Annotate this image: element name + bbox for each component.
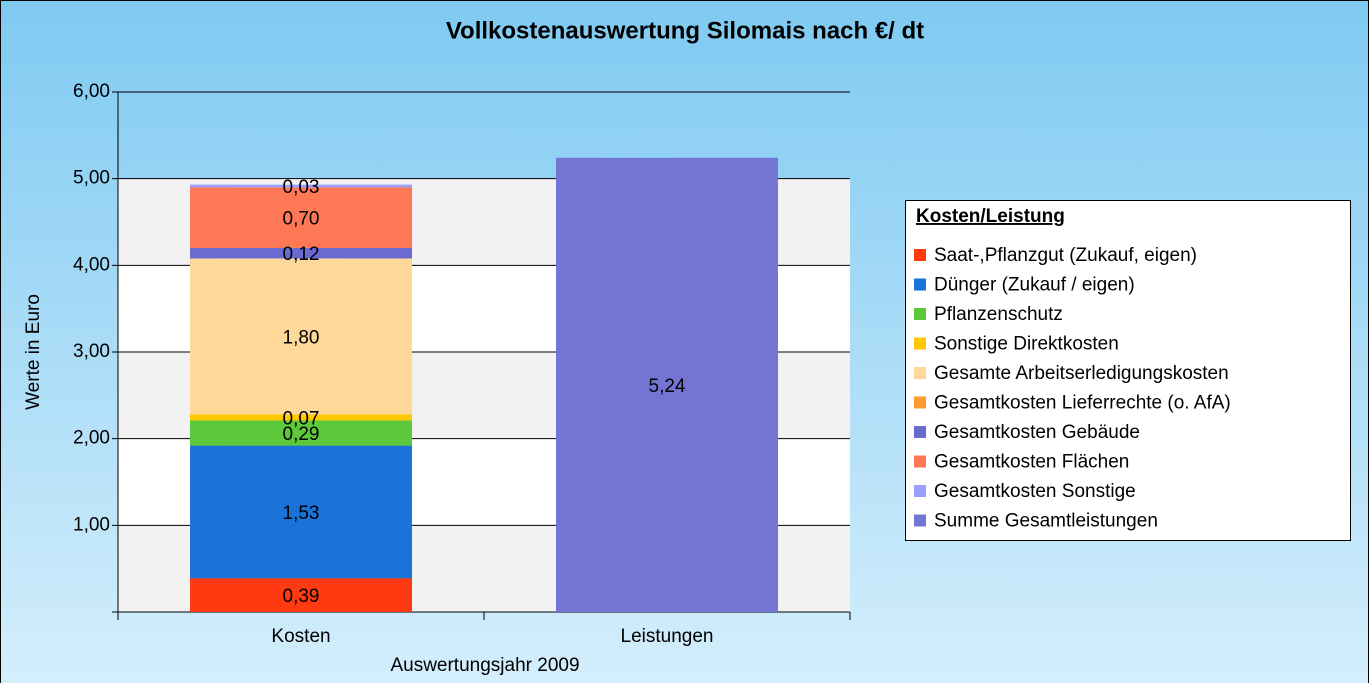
legend-swatch <box>914 308 926 320</box>
legend-swatch <box>914 278 926 291</box>
legend-swatch <box>914 396 926 409</box>
legend-swatch <box>914 249 926 261</box>
legend-label: Pflanzenschutz <box>934 304 1063 325</box>
legend-label: Gesamte Arbeitserledigungskosten <box>934 363 1229 384</box>
data-label: 1,53 <box>283 503 320 524</box>
y-tick-label: 4,00 <box>73 254 110 275</box>
y-axis-label: Werte in Euro <box>23 294 44 410</box>
data-label: 5,24 <box>649 376 686 397</box>
legend-label: Gesamtkosten Sonstige <box>934 481 1136 502</box>
x-axis-label: Auswertungsjahr 2009 <box>390 655 579 676</box>
data-label: 0,12 <box>283 244 320 265</box>
bar-shine <box>190 420 412 446</box>
legend-swatch <box>914 455 926 468</box>
legend-title: Kosten/Leistung <box>916 206 1065 227</box>
legend-label: Gesamtkosten Lieferrechte (o. AfA) <box>934 393 1231 414</box>
bar-shine <box>190 578 412 612</box>
data-label: 0,29 <box>283 424 320 445</box>
legend-swatch <box>914 426 926 438</box>
chart-title: Vollkostenauswertung Silomais nach €/ dt <box>446 17 924 44</box>
y-tick-label: 1,00 <box>73 514 110 535</box>
legend-swatch <box>914 485 926 497</box>
legend-label: Gesamtkosten Flächen <box>934 452 1129 473</box>
legend-label: Dünger (Zukauf / eigen) <box>934 275 1135 296</box>
legend-label: Gesamtkosten Gebäude <box>934 422 1140 443</box>
data-label: 0,03 <box>283 177 320 198</box>
y-tick-label: 2,00 <box>73 428 110 449</box>
legend-swatch <box>914 337 926 350</box>
legend-label: Saat-,Pflanzgut (Zukauf, eigen) <box>934 245 1197 266</box>
bar-shine <box>190 445 412 579</box>
y-tick-label: 5,00 <box>73 168 110 189</box>
data-label: 0,07 <box>283 408 320 429</box>
legend-label: Summe Gesamtleistungen <box>934 511 1158 532</box>
data-label: 0,39 <box>283 586 320 607</box>
x-tick-label: Leistungen <box>621 626 714 647</box>
bar-shine <box>190 414 412 421</box>
data-label: 1,80 <box>283 327 320 348</box>
bar-shine <box>190 258 412 415</box>
legend-swatch <box>914 367 926 379</box>
legend-label: Sonstige Direktkosten <box>934 334 1119 355</box>
bar-shine <box>190 187 412 248</box>
x-tick-label: Kosten <box>271 626 330 647</box>
data-label: 0,70 <box>283 209 320 230</box>
bar-shine <box>190 248 412 259</box>
y-tick-label: 6,00 <box>73 81 110 102</box>
y-tick-label: 3,00 <box>73 341 110 362</box>
legend-box <box>905 200 1351 541</box>
bar-shine <box>556 157 778 612</box>
legend-swatch <box>914 514 926 527</box>
bar-shine <box>190 184 412 188</box>
